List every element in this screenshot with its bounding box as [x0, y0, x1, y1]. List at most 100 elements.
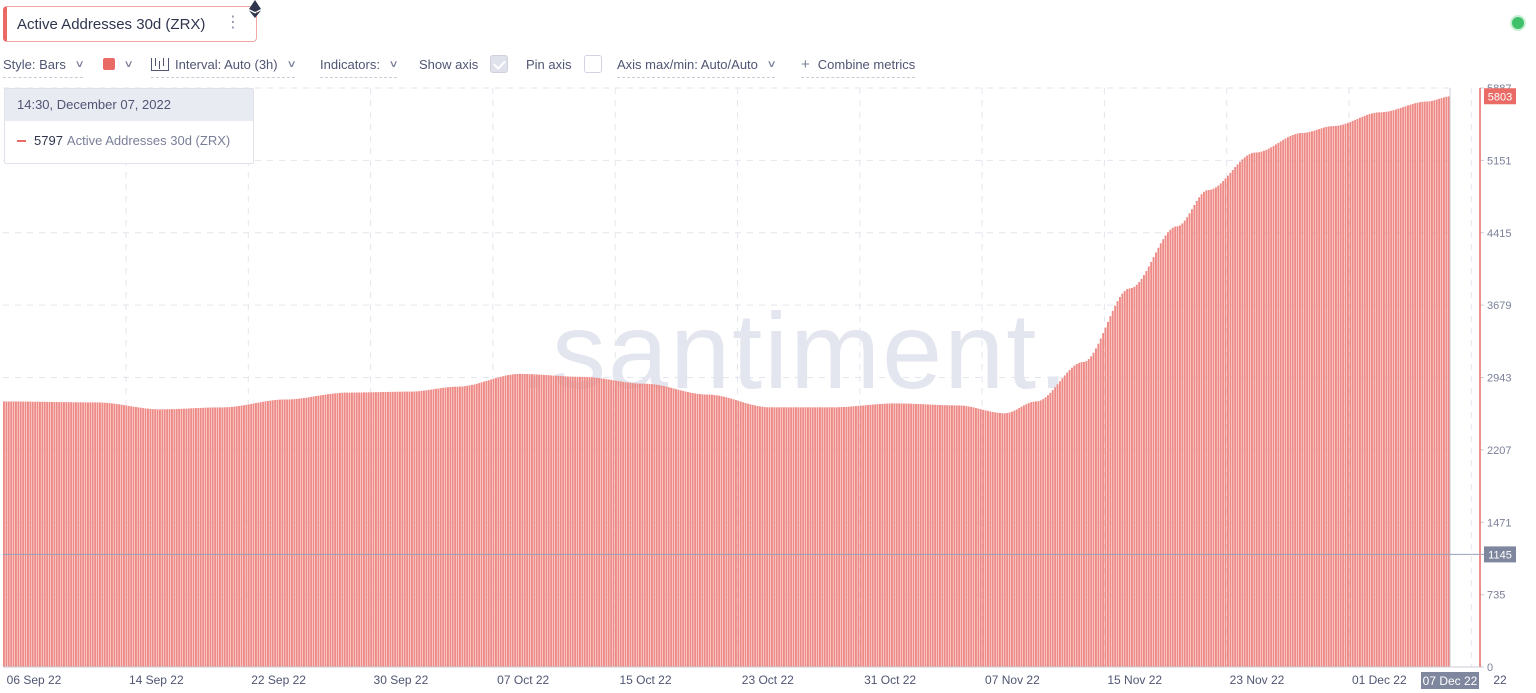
data-bar	[1279, 141, 1282, 667]
data-bar	[605, 379, 608, 667]
data-bar	[1025, 404, 1028, 667]
data-bar	[312, 396, 315, 667]
data-bar	[478, 383, 481, 667]
data-bar	[483, 381, 485, 667]
data-bar	[12, 401, 15, 667]
data-bar	[1383, 112, 1385, 668]
data-bar	[279, 399, 281, 667]
data-bar	[1426, 101, 1429, 667]
data-bar	[231, 406, 233, 667]
data-bar	[1128, 288, 1131, 667]
data-bar	[1059, 381, 1061, 667]
data-bar	[377, 392, 380, 667]
data-bar	[615, 380, 617, 667]
data-bar	[679, 390, 682, 667]
data-bar	[1438, 98, 1441, 668]
data-bar	[910, 403, 913, 667]
data-bar	[159, 409, 161, 667]
data-bar	[924, 404, 927, 667]
data-bar	[58, 402, 61, 667]
data-bar	[583, 376, 586, 667]
data-bar	[499, 376, 502, 667]
data-bar	[1255, 152, 1258, 667]
style-dropdown[interactable]: Style: Bars ∨	[3, 52, 85, 78]
data-bar	[1068, 370, 1071, 667]
x-tick-label: 22	[1493, 673, 1507, 687]
data-bar	[461, 386, 464, 667]
pin-axis-checkbox[interactable]	[583, 55, 602, 73]
data-bar	[1243, 157, 1246, 668]
crosshair-value-label: 1145	[1488, 549, 1512, 561]
data-bar	[70, 402, 73, 667]
data-bar	[430, 389, 433, 667]
data-bar	[1265, 149, 1268, 668]
data-bar	[667, 387, 670, 667]
data-bar	[1107, 321, 1109, 667]
crosshair-value-badge	[1484, 546, 1516, 563]
data-bar	[413, 391, 416, 667]
data-bar	[1217, 185, 1220, 667]
data-bar	[857, 405, 860, 667]
data-bar	[264, 401, 267, 667]
data-bar	[931, 404, 934, 667]
interval-dropdown[interactable]: Interval: Auto (3h) ∨	[151, 52, 296, 78]
data-bar	[883, 403, 886, 667]
more-menu-icon[interactable]: ⋮	[225, 14, 242, 31]
data-bar	[941, 405, 944, 667]
data-bar	[1198, 197, 1201, 668]
data-bar	[123, 405, 125, 667]
combine-metrics-button[interactable]: + Combine metrics	[801, 52, 916, 78]
data-bar	[855, 406, 857, 667]
data-bar	[135, 407, 137, 667]
data-bar	[204, 407, 207, 667]
data-bar	[149, 408, 152, 667]
data-bar	[581, 376, 584, 667]
data-bar	[291, 399, 293, 667]
axis-range-dropdown[interactable]: Axis max/min: Auto/Auto ∨	[617, 52, 777, 78]
data-bar	[1203, 191, 1205, 668]
data-bar	[118, 404, 121, 667]
indicators-dropdown[interactable]: Indicators: ∨	[320, 52, 399, 78]
data-bar	[360, 392, 363, 667]
data-bar	[48, 401, 51, 667]
data-bar	[653, 384, 656, 667]
data-bar	[55, 402, 58, 667]
data-bar	[1325, 126, 1328, 667]
data-bar	[526, 374, 529, 667]
data-bar	[1342, 124, 1345, 667]
data-bar	[379, 392, 382, 667]
show-axis-checkbox[interactable]	[490, 55, 509, 73]
active-addresses-chart[interactable]: .santiment. 5887515144153679294322071471…	[0, 84, 1536, 691]
data-bar	[63, 402, 65, 667]
show-axis-toggle[interactable]: Show axis	[419, 52, 509, 76]
data-bar	[970, 406, 973, 667]
data-bar	[1231, 170, 1234, 667]
data-bar	[636, 383, 639, 667]
data-bar	[809, 407, 812, 667]
data-bar	[219, 407, 221, 667]
data-bar	[1030, 402, 1033, 667]
metric-chip[interactable]: Active Addresses 30d (ZRX) ⋮	[3, 6, 257, 42]
data-bar	[283, 399, 286, 667]
data-bar	[917, 404, 920, 667]
data-bar	[144, 408, 147, 667]
data-bar	[394, 391, 397, 667]
data-bar	[927, 404, 929, 667]
data-bar	[612, 380, 615, 667]
color-picker[interactable]: ∨	[103, 52, 134, 76]
data-bar	[1402, 107, 1405, 668]
pin-axis-toggle[interactable]: Pin axis	[526, 52, 602, 76]
data-bar	[547, 375, 550, 667]
data-bar	[1051, 390, 1054, 667]
data-bar	[120, 404, 123, 667]
data-bar	[53, 402, 56, 667]
data-bar	[190, 408, 193, 667]
data-bar	[15, 401, 17, 667]
data-bar	[463, 386, 466, 667]
data-bar	[180, 408, 183, 667]
data-bar	[125, 405, 128, 667]
y-tick-label: 735	[1487, 590, 1505, 602]
data-bar	[730, 398, 733, 667]
data-bar	[1366, 114, 1369, 667]
data-bar	[960, 405, 963, 667]
